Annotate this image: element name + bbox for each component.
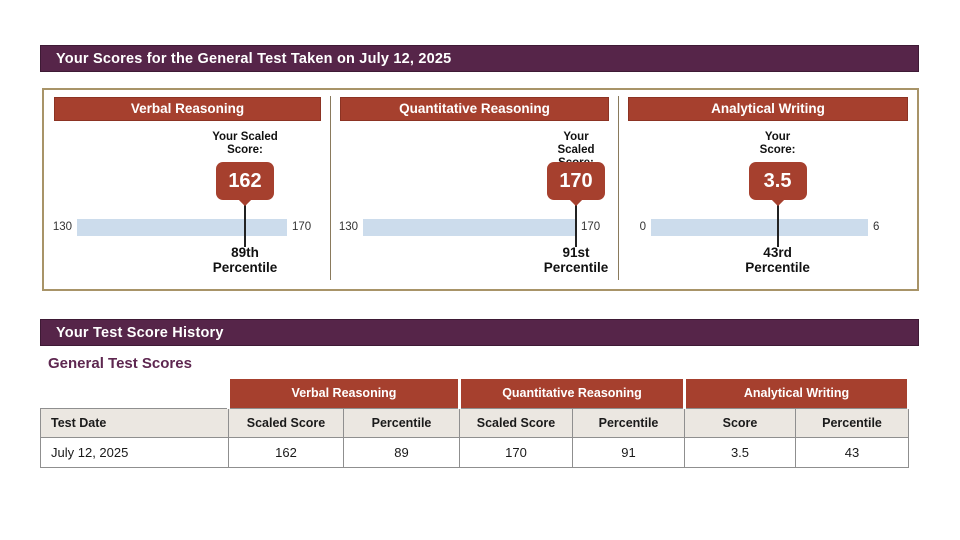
percentile-label: 43rd Percentile [745, 245, 810, 275]
history-subtitle: General Test Scores [48, 355, 192, 372]
percentile-word: Percentile [745, 259, 810, 275]
score-label-line1: Your Scaled [212, 131, 278, 143]
score-label: Your Score: [760, 131, 796, 157]
score-scale-row: 130 170 [44, 218, 330, 236]
scale-min-label: 0 [639, 221, 646, 233]
cell-quant-scaled-score: 170 [459, 436, 573, 468]
score-marker-line [575, 200, 577, 247]
table-row: July 12, 2025 162 89 170 91 3.5 43 [40, 436, 909, 468]
col-header-quant-scaled-score: Scaled Score [459, 407, 573, 438]
score-label-line1: Your Scaled [557, 131, 595, 156]
col-header-test-date: Test Date [40, 407, 229, 438]
cell-verbal-percentile: 89 [343, 436, 460, 468]
group-header-verbal: Verbal Reasoning [227, 379, 461, 408]
score-label-line1: Your [764, 131, 791, 143]
score-bar [363, 218, 576, 236]
score-bar [77, 218, 287, 236]
scale-max-label: 6 [873, 221, 880, 233]
history-section-header: Your Test Score History [40, 319, 919, 346]
cell-quant-percentile: 91 [572, 436, 685, 468]
percentile-word: Percentile [212, 259, 278, 275]
score-value-badge: 162 [216, 162, 274, 207]
table-corner-cell [41, 379, 229, 408]
panel-divider [618, 96, 619, 280]
panel-title-quantitative: Quantitative Reasoning [340, 97, 609, 121]
score-panels-container: Verbal Reasoning Your Scaled Score: 162 1… [42, 88, 919, 291]
panel-title-verbal: Verbal Reasoning [54, 97, 321, 121]
percentile-rank: 91st [562, 245, 590, 260]
panel-title-analytical-writing: Analytical Writing [628, 97, 908, 121]
score-history-table: Verbal Reasoning Quantitative Reasoning … [40, 379, 910, 468]
scale-max-label: 170 [292, 221, 312, 233]
col-header-verbal-scaled-score: Scaled Score [228, 407, 344, 438]
score-value: 162 [228, 170, 262, 192]
score-panel: Quantitative Reasoning Your ScaledScore:… [330, 90, 618, 289]
score-value-badge: 170 [547, 162, 605, 207]
score-bar [651, 218, 868, 236]
score-scale-row: 130 170 [330, 218, 618, 236]
percentile-rank: 43rd [763, 245, 792, 260]
percentile-rank: 89th [231, 245, 259, 260]
panel-divider [330, 96, 331, 280]
percentile-label: 89th Percentile [212, 245, 278, 275]
cell-aw-score: 3.5 [684, 436, 796, 468]
score-label-line2: Score: [227, 144, 263, 156]
scale-min-label: 130 [338, 221, 358, 233]
cell-aw-percentile: 43 [795, 436, 909, 468]
table-column-header-row: Test Date Scaled Score Percentile Scaled… [40, 407, 909, 438]
col-header-verbal-percentile: Percentile [343, 407, 460, 438]
percentile-word: Percentile [543, 259, 609, 275]
score-panel: Verbal Reasoning Your Scaled Score: 162 1… [44, 90, 330, 289]
badge-pointer [770, 191, 785, 207]
scores-section-header: Your Scores for the General Test Taken o… [40, 45, 919, 72]
table-group-header-row: Verbal Reasoning Quantitative Reasoning … [41, 379, 910, 408]
score-panel: Analytical Writing Your Score: 3.5 0 6 43… [618, 90, 917, 289]
col-header-aw-score: Score [684, 407, 796, 438]
scale-max-label: 170 [581, 221, 601, 233]
scale-min-label: 130 [52, 221, 72, 233]
score-label-line2: Score: [759, 144, 796, 156]
score-value: 3.5 [763, 170, 792, 192]
score-marker-line [244, 200, 246, 247]
group-header-analytical-writing: Analytical Writing [683, 379, 910, 408]
badge-pointer [568, 191, 584, 207]
col-header-aw-percentile: Percentile [795, 407, 909, 438]
col-header-quant-percentile: Percentile [572, 407, 685, 438]
score-value: 170 [559, 170, 593, 192]
badge-pointer [237, 191, 253, 207]
group-header-quantitative: Quantitative Reasoning [458, 379, 686, 408]
score-marker-line [776, 200, 779, 247]
cell-test-date: July 12, 2025 [40, 436, 229, 468]
percentile-label: 91st Percentile [543, 245, 609, 275]
score-value-badge: 3.5 [748, 162, 807, 207]
cell-verbal-scaled-score: 162 [228, 436, 344, 468]
score-scale-row: 0 6 [618, 218, 917, 236]
